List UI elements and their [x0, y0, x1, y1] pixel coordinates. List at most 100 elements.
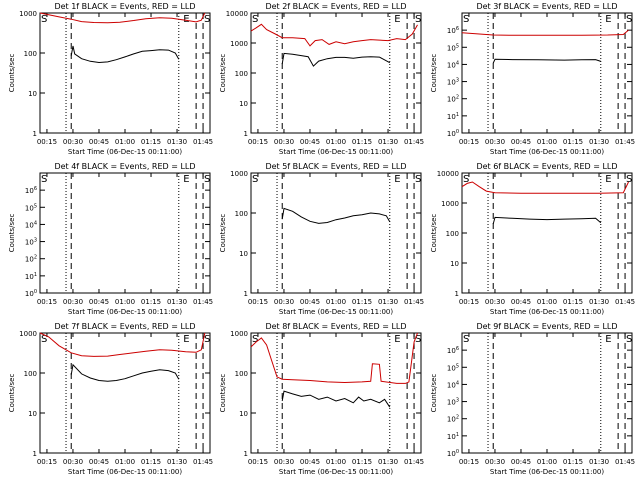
x-tick-label: 00:15 [37, 138, 57, 146]
y-tick-label: 10 [28, 90, 37, 98]
x-tick-label: 00:45 [511, 458, 531, 466]
y-tick-label: 106 [447, 26, 459, 35]
panel-title: Det 5f BLACK = Events, RED = LLD [265, 162, 406, 171]
marker-letter: S [463, 14, 469, 25]
detector-panel-6: Det 6f BLACK = Events, RED = LLD S E S 00:15… [430, 162, 635, 316]
marker-letter: E [183, 334, 189, 345]
series-lld [461, 181, 629, 194]
x-axis-label: Start Time (06-Dec-15 00:11:00) [490, 148, 604, 156]
x-tick-label: 01:45 [404, 458, 424, 466]
y-tick-label: 10 [450, 260, 459, 268]
y-tick-label: 100 [235, 370, 248, 378]
series-lld [250, 23, 418, 47]
y-axis-label: Counts/sec [8, 54, 16, 93]
panel-title: Det 7f BLACK = Events, RED = LLD [54, 322, 195, 331]
detector-panel-8: Det 8f BLACK = Events, RED = LLD S E S 00:15… [219, 322, 424, 476]
y-tick-label: 105 [447, 363, 459, 372]
x-tick-label: 00:15 [459, 298, 479, 306]
y-tick-label: 105 [25, 203, 37, 212]
x-tick-label: 01:00 [537, 138, 557, 146]
marker-letter: S [41, 14, 47, 25]
x-tick-label: 00:15 [37, 298, 57, 306]
marker-letter: S [204, 334, 210, 345]
x-tick-label: 01:45 [193, 138, 213, 146]
y-tick-label: 10 [239, 250, 248, 258]
y-tick-label: 10000 [437, 170, 459, 178]
x-tick-label: 01:00 [115, 458, 135, 466]
y-axis-label: Counts/sec [430, 214, 438, 253]
y-tick-label: 1 [244, 130, 248, 138]
panel-title: Det 9f BLACK = Events, RED = LLD [476, 322, 617, 331]
detector-panel-9: Det 9f BLACK = Events, RED = LLD S E S 00:15… [430, 322, 635, 476]
y-tick-label: 102 [447, 95, 459, 104]
detector-panel-4: Det 4f BLACK = Events, RED = LLD S E S 00:15… [8, 162, 213, 316]
y-tick-label: 1 [244, 290, 248, 298]
panel-title: Det 8f BLACK = Events, RED = LLD [265, 322, 406, 331]
x-tick-label: 00:15 [248, 458, 268, 466]
marker-letter: S [41, 174, 47, 185]
x-tick-label: 01:15 [563, 298, 583, 306]
y-tick-label: 1000 [230, 170, 248, 178]
y-tick-label: 103 [447, 78, 459, 87]
x-tick-label: 01:15 [352, 458, 372, 466]
x-tick-label: 01:45 [615, 298, 635, 306]
marker-letter: S [415, 334, 421, 345]
x-tick-label: 01:15 [141, 138, 161, 146]
x-tick-label: 00:30 [274, 138, 294, 146]
detector-panel-3: Det 3f BLACK = Events, RED = LLD S E S 00:15… [430, 2, 635, 156]
y-axis-label: Counts/sec [430, 374, 438, 413]
plot-frame [461, 332, 633, 454]
x-tick-label: 00:45 [300, 138, 320, 146]
y-tick-label: 100 [25, 289, 37, 298]
x-tick-label: 01:15 [563, 458, 583, 466]
panel-title: Det 2f BLACK = Events, RED = LLD [265, 2, 406, 11]
series-events [281, 207, 391, 224]
x-tick-label: 00:15 [459, 138, 479, 146]
x-tick-label: 00:30 [485, 298, 505, 306]
marker-letter: S [415, 14, 421, 25]
x-tick-label: 01:15 [141, 458, 161, 466]
y-tick-label: 100 [235, 210, 248, 218]
y-axis-label: Counts/sec [8, 214, 16, 253]
x-tick-label: 01:00 [115, 138, 135, 146]
x-tick-label: 01:30 [589, 298, 609, 306]
y-tick-label: 10 [239, 410, 248, 418]
marker-letter: S [626, 334, 632, 345]
series-lld [39, 332, 206, 357]
x-tick-label: 00:15 [248, 298, 268, 306]
plot-frame [461, 12, 633, 134]
series-lld [39, 12, 206, 24]
y-tick-label: 100 [24, 50, 37, 58]
marker-letter: E [605, 174, 611, 185]
panel-title: Det 1f BLACK = Events, RED = LLD [54, 2, 195, 11]
x-tick-label: 00:15 [459, 458, 479, 466]
series-events [281, 52, 391, 67]
x-tick-label: 00:45 [89, 458, 109, 466]
x-tick-label: 00:45 [89, 298, 109, 306]
marker-letter: S [41, 334, 47, 345]
y-tick-label: 100 [447, 449, 459, 458]
y-tick-label: 1 [244, 450, 248, 458]
marker-letter: S [204, 14, 210, 25]
y-tick-label: 102 [447, 415, 459, 424]
marker-letter: E [183, 174, 189, 185]
marker-letter: E [183, 14, 189, 25]
y-tick-label: 106 [25, 186, 37, 195]
series-lld [461, 29, 629, 36]
plot-frame [250, 332, 422, 454]
marker-letter: E [605, 334, 611, 345]
x-tick-label: 01:45 [193, 298, 213, 306]
x-tick-label: 01:00 [326, 458, 346, 466]
x-tick-label: 00:15 [248, 138, 268, 146]
panel-title: Det 6f BLACK = Events, RED = LLD [476, 162, 617, 171]
x-tick-label: 01:45 [193, 458, 213, 466]
y-tick-label: 106 [447, 346, 459, 355]
x-axis-label: Start Time (06-Dec-15 00:11:00) [279, 148, 393, 156]
y-tick-label: 100 [235, 70, 248, 78]
y-tick-label: 103 [25, 238, 37, 247]
y-tick-label: 105 [447, 43, 459, 52]
x-axis-label: Start Time (06-Dec-15 00:11:00) [279, 308, 393, 316]
detector-panel-2: Det 2f BLACK = Events, RED = LLD S E S 00:15… [219, 2, 424, 156]
x-tick-label: 01:45 [615, 138, 635, 146]
y-axis-label: Counts/sec [430, 54, 438, 93]
